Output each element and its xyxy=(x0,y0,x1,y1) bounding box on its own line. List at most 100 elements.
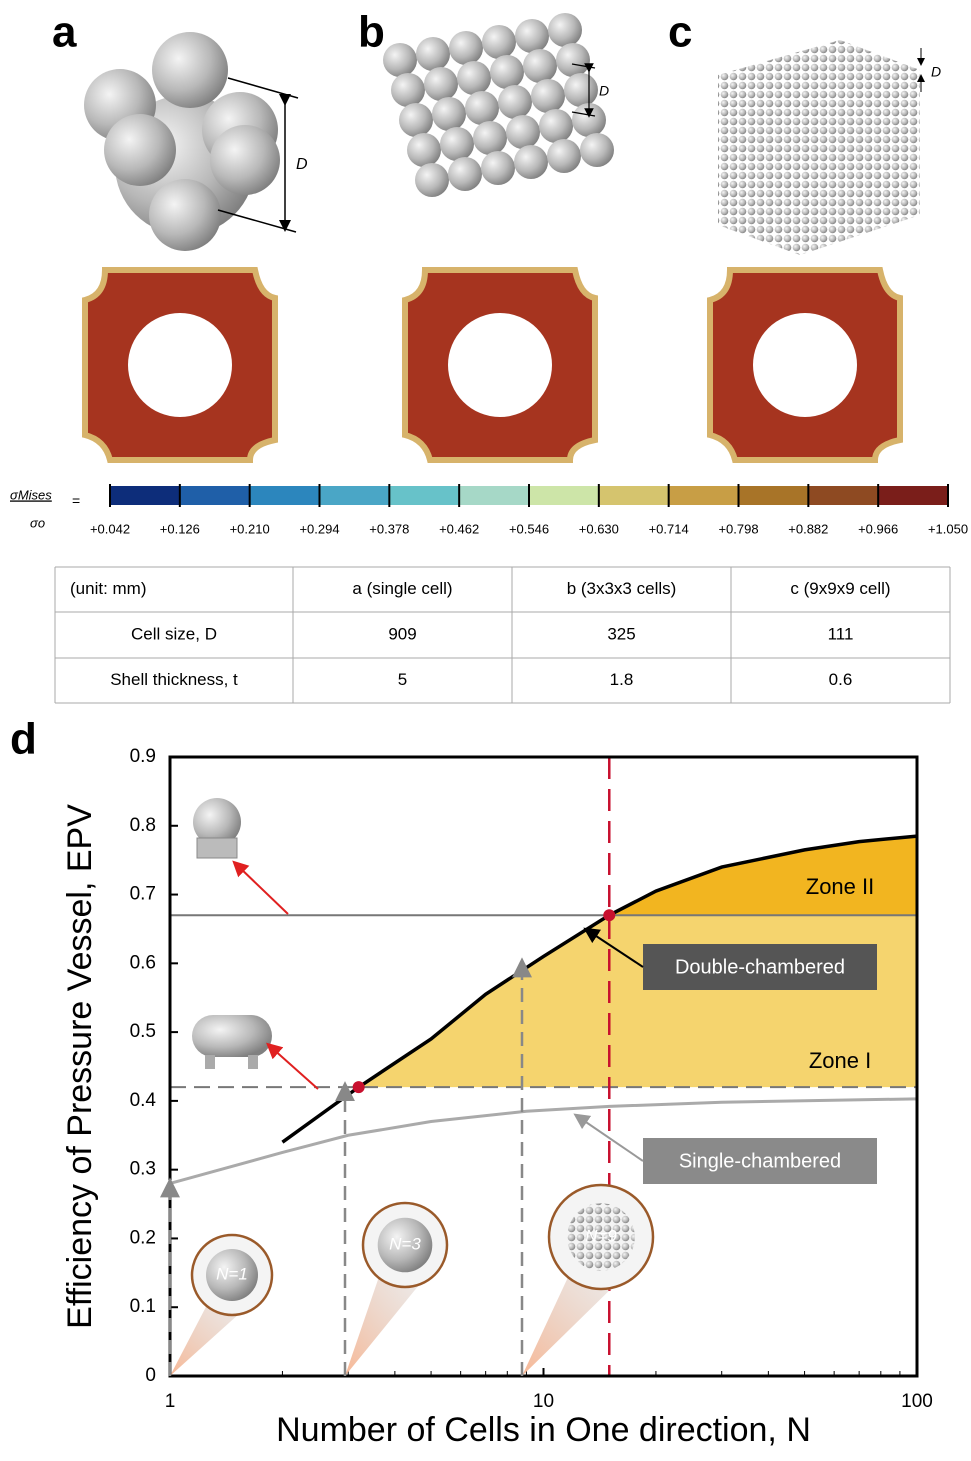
sphere xyxy=(547,139,581,173)
panel-label: a xyxy=(52,8,77,57)
cells-3x3x3-render xyxy=(383,13,614,197)
cells-9x9x9-render xyxy=(718,40,920,255)
vessel-icon xyxy=(197,838,237,858)
colorbar-denominator: σo xyxy=(30,515,45,530)
sphere xyxy=(498,85,532,119)
sphere xyxy=(506,115,540,149)
sphere xyxy=(556,43,590,77)
zone-label: Zone I xyxy=(809,1048,871,1073)
x-tick-label: 100 xyxy=(901,1391,933,1412)
table: (unit: mm) a (single cell) b (3x3x3 cells)… xyxy=(55,567,950,703)
vessel-icon xyxy=(248,1055,258,1069)
sphere xyxy=(515,19,549,53)
sphere xyxy=(465,91,499,125)
single-cell-render xyxy=(84,32,280,251)
callout-label: Single-chambered xyxy=(679,1150,841,1172)
colorbar-numerator: σMises xyxy=(10,487,52,502)
colorbar-tick-label: +1.050 xyxy=(928,521,968,536)
colorbar-segment xyxy=(250,486,320,505)
transition-point xyxy=(603,909,615,921)
sphere xyxy=(523,49,557,83)
sphere xyxy=(448,157,482,191)
colorbar-segment xyxy=(739,486,809,505)
y-tick-label: 0.8 xyxy=(130,815,156,836)
table-cell: 325 xyxy=(607,624,635,643)
sphere xyxy=(481,151,515,185)
table-cell: 5 xyxy=(398,670,407,689)
sphere xyxy=(490,55,524,89)
x-tick-label: 1 xyxy=(165,1391,176,1412)
colorbar-segment xyxy=(599,486,669,505)
sphere xyxy=(457,61,491,95)
y-tick-label: 0.2 xyxy=(130,1227,156,1248)
colorbar-segment xyxy=(180,486,250,505)
dimension-label: D xyxy=(599,83,609,99)
stress-maps xyxy=(85,270,900,460)
pointer-arrow xyxy=(238,866,288,914)
callout-arrow xyxy=(580,1118,643,1161)
y-tick-label: 0.6 xyxy=(130,952,156,973)
colorbar-tick-label: +0.042 xyxy=(90,521,130,536)
sphere xyxy=(440,127,474,161)
colorbar-tick-label: +0.210 xyxy=(230,521,270,536)
sphere xyxy=(564,73,598,107)
inset-label: N=3 xyxy=(389,1234,421,1253)
panel-label: c xyxy=(668,8,692,57)
zone-label: Zone II xyxy=(806,874,874,899)
table-cell: b (3x3x3 cells) xyxy=(567,579,677,598)
panel-label: d xyxy=(10,715,37,764)
vessel-icon xyxy=(205,1055,215,1069)
y-tick-label: 0 xyxy=(145,1365,156,1386)
callout-label: Double-chambered xyxy=(675,956,845,978)
colorbar-tick-label: +0.126 xyxy=(160,521,200,536)
y-tick-label: 0.4 xyxy=(130,1090,157,1111)
colorbar-segment xyxy=(459,486,529,505)
colorbar-tick-label: +0.966 xyxy=(858,521,898,536)
dimension-label: D xyxy=(931,64,941,80)
table-cell: a (single cell) xyxy=(352,579,452,598)
colorbar-tick-label: +0.714 xyxy=(649,521,689,536)
sphere xyxy=(424,67,458,101)
y-tick-label: 0.3 xyxy=(130,1159,156,1180)
table-cell: 1.8 xyxy=(610,670,634,689)
sphere xyxy=(416,37,450,71)
sphere xyxy=(482,25,516,59)
sphere xyxy=(399,103,433,137)
sphere xyxy=(415,163,449,197)
y-tick-label: 0.9 xyxy=(130,746,156,767)
pointer-arrow xyxy=(272,1048,318,1089)
colorbar-tick-label: +0.630 xyxy=(579,521,619,536)
table-cell: (unit: mm) xyxy=(70,579,147,598)
panel-label: b xyxy=(358,8,385,57)
table-cell: 111 xyxy=(828,624,854,643)
transition-point xyxy=(353,1081,365,1093)
y-tick-label: 0.5 xyxy=(130,1021,156,1042)
chart: 00.10.20.30.40.50.60.70.80.9110100Number… xyxy=(61,746,933,1449)
colorbar-segment xyxy=(389,486,459,505)
colorbar-tick-label: +0.462 xyxy=(439,521,479,536)
colorbar-segment xyxy=(669,486,739,505)
y-tick-label: 0.7 xyxy=(130,884,156,905)
table-cell: Shell thickness, t xyxy=(110,670,238,689)
table-cell: Cell size, D xyxy=(131,624,217,643)
figure: a b c d D D D σMises = σo +0.042 +0.126 +0… xyxy=(0,0,971,1456)
colorbar-segment xyxy=(529,486,599,505)
x-tick-label: 10 xyxy=(533,1391,554,1412)
sphere xyxy=(580,133,614,167)
inset-label: N=9 xyxy=(585,1226,617,1245)
colorbar-equals: = xyxy=(72,493,80,509)
y-tick-label: 0.1 xyxy=(130,1296,156,1317)
colorbar-tick-label: +0.798 xyxy=(718,521,758,536)
colorbar: +0.042+0.126+0.210+0.294+0.378+0.462+0.5… xyxy=(90,484,968,536)
sphere xyxy=(473,121,507,155)
colorbar-tick-label: +0.378 xyxy=(369,521,409,536)
sphere xyxy=(432,97,466,131)
dimension-label: D xyxy=(296,156,308,173)
inset-label: N=1 xyxy=(216,1264,248,1283)
table-cell: c (9x9x9 cell) xyxy=(790,579,890,598)
sphere xyxy=(539,109,573,143)
sphere xyxy=(449,31,483,65)
sphere xyxy=(531,79,565,113)
table-cell: 909 xyxy=(388,624,416,643)
colorbar-segment xyxy=(878,486,948,505)
